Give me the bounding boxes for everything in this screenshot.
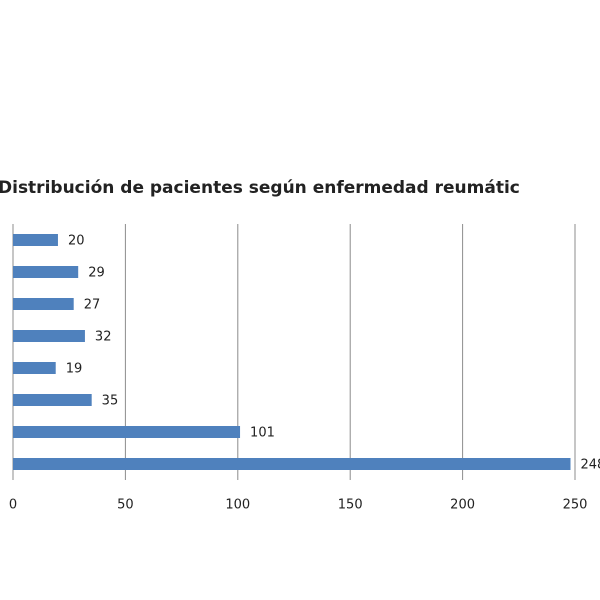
value-label: 29: [88, 266, 105, 281]
value-label: 19: [66, 362, 83, 377]
value-label: 27: [84, 298, 101, 313]
bar: [13, 458, 571, 470]
bar: [13, 362, 56, 374]
x-tick-label: 200: [450, 498, 475, 513]
bar: [13, 394, 92, 406]
value-label: 101: [250, 426, 275, 441]
value-label: 20: [68, 234, 85, 249]
bar: [13, 298, 74, 310]
x-tick-label: 50: [117, 498, 134, 513]
bar: [13, 266, 79, 278]
chart-title: Distribución de pacientes según enfermed…: [0, 178, 520, 198]
value-label: 32: [95, 330, 112, 345]
bar: [13, 426, 241, 438]
x-tick-label: 150: [338, 498, 363, 513]
value-label: 248: [581, 458, 600, 473]
bar: [13, 234, 58, 246]
x-tick-label: 250: [563, 498, 588, 513]
x-tick-label: 100: [225, 498, 250, 513]
bar: [13, 330, 85, 342]
value-label: 35: [102, 394, 119, 409]
x-tick-label: 0: [9, 498, 17, 513]
